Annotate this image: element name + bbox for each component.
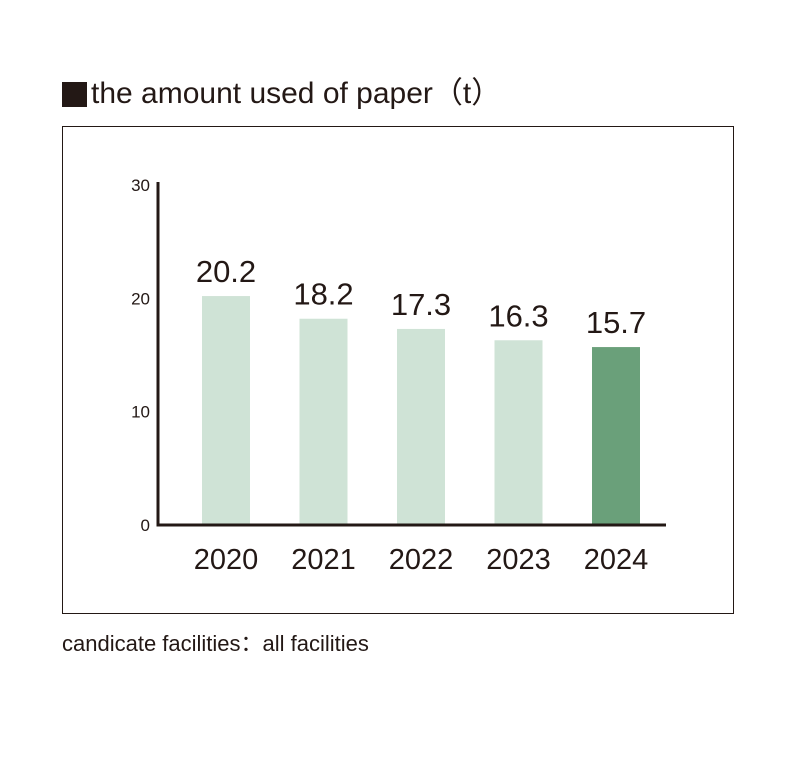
bar-2020 xyxy=(202,296,250,525)
y-tick-label-10: 10 xyxy=(131,403,150,422)
chart-title: the amount used of paper（t） xyxy=(62,76,501,112)
data-label-2023: 16.3 xyxy=(488,298,548,333)
x-tick-label-2020: 2020 xyxy=(194,544,259,576)
x-tick-label-2023: 2023 xyxy=(486,544,551,576)
bar-2022 xyxy=(397,328,445,525)
y-tick-label-30: 30 xyxy=(131,176,150,195)
data-label-2022: 17.3 xyxy=(391,287,451,322)
footnote: candicate facilities：all facilities xyxy=(62,631,369,656)
bar-2024 xyxy=(592,347,640,525)
chart-frame xyxy=(62,126,734,614)
y-tick-label-20: 20 xyxy=(131,289,150,308)
x-tick-label-2022: 2022 xyxy=(389,544,454,576)
x-tick-label-2021: 2021 xyxy=(291,544,356,576)
data-label-2021: 18.2 xyxy=(293,277,353,312)
chart-title-text: the amount used of paper（t） xyxy=(91,77,502,110)
bar-2023 xyxy=(494,340,543,525)
title-square-icon xyxy=(62,81,87,107)
bar-2021 xyxy=(299,318,348,525)
data-label-2024: 15.7 xyxy=(586,305,646,340)
data-label-2020: 20.2 xyxy=(196,254,256,289)
y-tick-label-0: 0 xyxy=(141,516,150,535)
x-tick-label-2024: 2024 xyxy=(584,544,649,576)
